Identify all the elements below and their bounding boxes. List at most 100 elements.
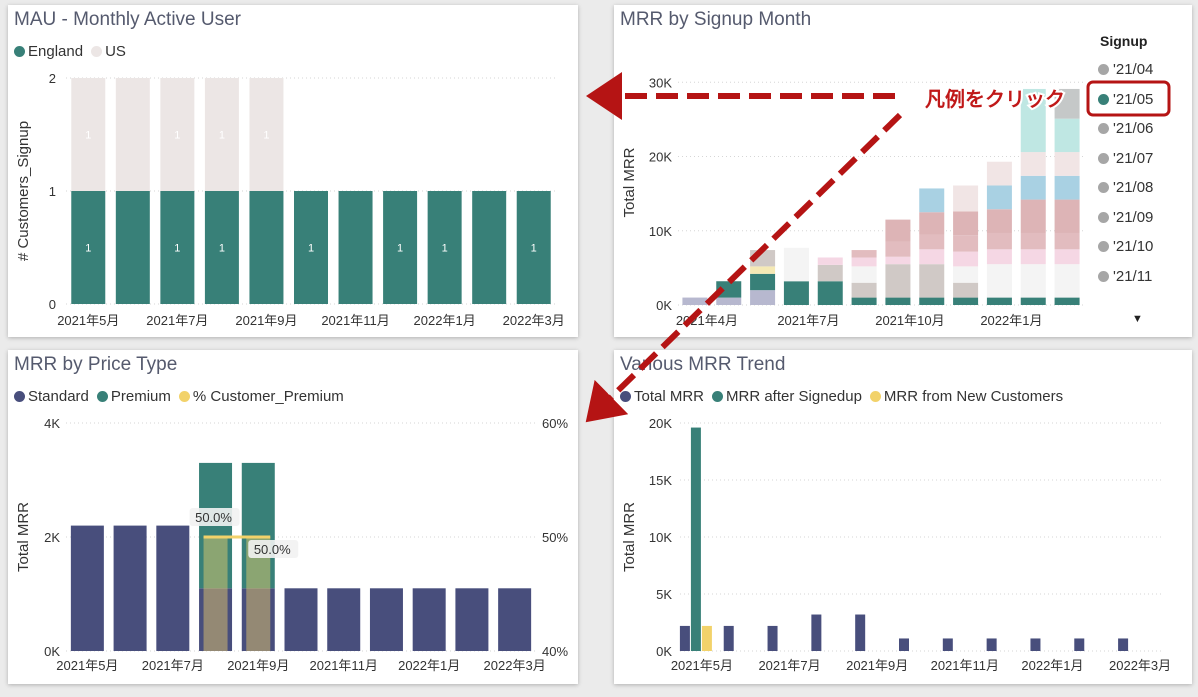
y-tick-label: 1 bbox=[49, 184, 56, 199]
x-tick-label: 2021年7月 bbox=[142, 658, 204, 673]
signup-legend-item[interactable]: '21/10 bbox=[1098, 232, 1168, 262]
mau-title: MAU - Monthly Active User bbox=[14, 9, 241, 30]
legend-dot bbox=[1098, 182, 1109, 194]
bar-total-mrr bbox=[811, 614, 822, 651]
bar-segment bbox=[885, 219, 911, 242]
data-label: 1 bbox=[442, 243, 448, 255]
y-tick-label: 5K bbox=[656, 587, 672, 602]
legend-label: % Customer_Premium bbox=[192, 388, 344, 405]
bar-us bbox=[249, 78, 284, 191]
y-axis-label: Total MRR bbox=[621, 502, 638, 572]
signup-legend-item[interactable]: '21/05 bbox=[1098, 85, 1168, 115]
data-label: 1 bbox=[174, 130, 180, 142]
y-tick-label: 10K bbox=[649, 224, 672, 239]
bar-us bbox=[204, 78, 239, 191]
bar-standard bbox=[284, 588, 318, 651]
bar-segment bbox=[1054, 249, 1080, 265]
legend-dot bbox=[91, 46, 103, 57]
bar-segment bbox=[750, 290, 776, 305]
bar-total-mrr bbox=[1074, 638, 1085, 651]
bar-segment bbox=[885, 297, 911, 305]
bar-standard bbox=[241, 588, 275, 651]
signup-legend-item[interactable]: '21/07 bbox=[1098, 144, 1168, 174]
bar-england bbox=[427, 191, 462, 304]
y-tick-label: 4K bbox=[44, 416, 60, 431]
x-tick-label: 2021年9月 bbox=[235, 313, 297, 328]
y-tick-label: 2 bbox=[49, 71, 56, 86]
bar-segment bbox=[750, 250, 776, 267]
bar-segment bbox=[851, 282, 877, 298]
data-label: 1 bbox=[85, 243, 91, 255]
data-label: 1 bbox=[219, 130, 225, 142]
bar-segment bbox=[953, 235, 979, 252]
data-label: 1 bbox=[219, 243, 225, 255]
trend-chart: 0K 5K 10K 15K 20K Total MRR 2021年5月 2021年7月 2021… bbox=[621, 416, 1171, 673]
legend-label: '21/07 bbox=[1113, 149, 1154, 167]
legend-item-england[interactable]: England bbox=[14, 43, 83, 60]
x-tick-label: 2021年11月 bbox=[310, 658, 378, 673]
bar-standard bbox=[70, 525, 104, 651]
legend-label: '21/04 bbox=[1113, 61, 1154, 79]
highlight-column bbox=[203, 537, 228, 651]
bar-segment bbox=[986, 264, 1012, 298]
bar-england bbox=[294, 191, 328, 304]
bar-standard bbox=[113, 525, 147, 651]
bar-total-mrr bbox=[767, 625, 778, 651]
bar-england bbox=[71, 191, 106, 304]
bar-england bbox=[338, 191, 373, 304]
bar-total-mrr bbox=[679, 625, 690, 651]
x-tick-label: 2021年5月 bbox=[56, 658, 118, 673]
legend-item-pct-premium[interactable]: % Customer_Premium bbox=[178, 388, 344, 405]
bar-segment bbox=[919, 234, 945, 250]
legend-dot bbox=[96, 391, 108, 402]
legend-label: '21/11 bbox=[1113, 267, 1153, 285]
legend-dot bbox=[1098, 64, 1109, 76]
bar-segment bbox=[682, 297, 708, 305]
x-tick-label: 2021年7月 bbox=[758, 658, 820, 673]
y2-tick-label: 40% bbox=[542, 644, 568, 659]
bar-segment bbox=[953, 251, 979, 267]
bar-standard bbox=[369, 588, 403, 651]
bar-segment bbox=[817, 257, 843, 265]
bar-segment bbox=[986, 297, 1012, 305]
bar-total-mrr bbox=[986, 638, 997, 651]
signup-legend-item[interactable]: '21/04 bbox=[1098, 55, 1168, 85]
bar-total-mrr bbox=[1030, 638, 1041, 651]
legend-item-us[interactable]: US bbox=[91, 43, 126, 60]
legend-label: England bbox=[28, 43, 84, 60]
legend-label: US bbox=[105, 43, 126, 60]
data-label: 1 bbox=[174, 243, 180, 255]
bar-segment bbox=[1054, 232, 1080, 250]
signup-legend-item[interactable]: '21/09 bbox=[1098, 203, 1168, 233]
x-tick-label: 2021年7月 bbox=[146, 313, 208, 328]
data-label: 1 bbox=[531, 243, 537, 255]
signup-legend-item[interactable]: '21/11 bbox=[1098, 262, 1168, 292]
signup-legend-title: Signup bbox=[1100, 33, 1148, 49]
y-axis-label: Total MRR bbox=[15, 502, 32, 572]
bar-segment bbox=[1054, 88, 1080, 119]
x-tick-label: 2021年9月 bbox=[227, 658, 289, 673]
bar-segment bbox=[885, 256, 911, 265]
bar-segment bbox=[1054, 199, 1080, 233]
bar-england bbox=[383, 191, 418, 304]
signup-legend-item[interactable]: '21/08 bbox=[1098, 173, 1168, 203]
bar-segment bbox=[953, 297, 979, 305]
legend-item-standard[interactable]: Standard bbox=[14, 388, 89, 405]
bar-segment bbox=[885, 264, 911, 298]
legend-dot bbox=[14, 391, 25, 402]
highlight-column bbox=[246, 537, 271, 651]
bar-segment bbox=[851, 250, 877, 258]
legend-label: '21/06 bbox=[1113, 120, 1154, 138]
mau-chart: 0 1 2 # Customers_Signup 1 1 1 1 1 1 1 1 1 1 1 2021年5月 2… bbox=[15, 71, 565, 328]
x-tick-label: 2021年7月 bbox=[777, 313, 839, 328]
bar-segment bbox=[953, 266, 979, 283]
y2-tick-label: 50% bbox=[542, 530, 568, 545]
legend-item-premium[interactable]: Premium bbox=[96, 388, 171, 405]
legend-dot bbox=[1098, 211, 1109, 223]
legend-scroll-down-icon[interactable]: ▼ bbox=[1132, 313, 1143, 325]
bar-segment bbox=[750, 273, 776, 291]
y-axis-label: # Customers_Signup bbox=[15, 121, 32, 261]
bar-segment bbox=[1054, 118, 1080, 153]
signup-legend-item[interactable]: '21/06 bbox=[1098, 114, 1168, 144]
price-type-chart: 0K 2K 4K 40% 50% 60% Total MRR 50.0% 50.0% 2021年5… bbox=[15, 416, 568, 673]
